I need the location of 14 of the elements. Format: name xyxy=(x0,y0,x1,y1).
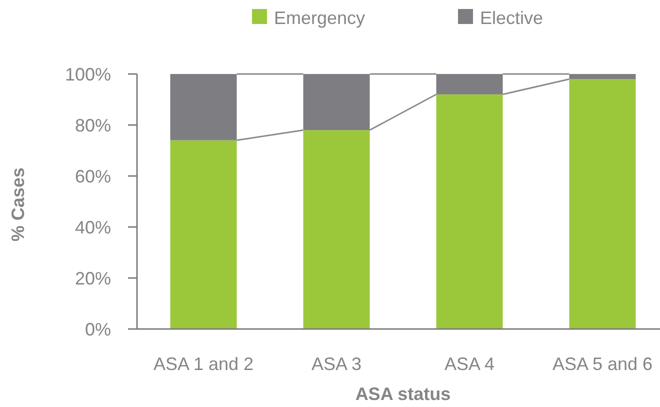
x-tick-label: ASA 5 and 6 xyxy=(552,354,653,374)
y-tick-label: 80% xyxy=(74,115,111,136)
legend-label: Elective xyxy=(480,8,544,28)
x-tick-label: ASA 3 xyxy=(311,354,362,374)
y-tick-label: 100% xyxy=(64,64,111,84)
y-tick-label: 60% xyxy=(74,166,111,186)
y-tick-label: 0% xyxy=(84,319,111,340)
x-tick-label: ASA 1 and 2 xyxy=(153,354,254,374)
y-axis-title: % Cases xyxy=(8,167,28,242)
x-axis-title: ASA status xyxy=(355,384,451,404)
x-tick-label: ASA 4 xyxy=(444,354,495,374)
y-tick-label: 20% xyxy=(74,268,111,288)
y-tick-label: 40% xyxy=(74,217,111,238)
legend-label: Emergency xyxy=(274,8,366,28)
